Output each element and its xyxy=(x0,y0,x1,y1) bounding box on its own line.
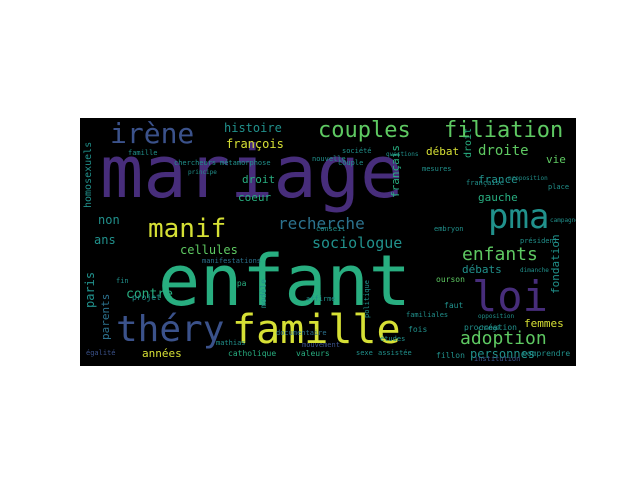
word-principe: principe xyxy=(188,169,217,176)
word-couples: couples xyxy=(318,118,411,143)
word-questions: questions xyxy=(386,151,419,158)
word-mariage: mariage xyxy=(100,130,404,214)
word-droit: droit xyxy=(242,173,276,186)
word-pma: pma xyxy=(488,197,550,237)
word-ourson: ourson xyxy=(436,275,465,284)
word-institution: institution xyxy=(474,355,521,363)
word-cloud: mariage enfant famille loi pma théry irè… xyxy=(80,118,576,366)
word-documentaire: documentaire xyxy=(276,329,327,337)
word-egalite: égalité xyxy=(86,349,116,357)
word-place: place xyxy=(548,183,570,191)
word-gauche: gauche xyxy=(478,191,518,204)
word-change: changé xyxy=(478,325,500,332)
word-chercheurs: chercheurs xyxy=(174,159,217,167)
word-contre: contre xyxy=(126,287,173,302)
word-valeurs: valeurs xyxy=(296,349,330,358)
word-droit-2: droit xyxy=(463,127,474,158)
word-enfants: enfants xyxy=(462,244,538,265)
word-paris: paris xyxy=(83,271,97,308)
word-debats: débats xyxy=(462,263,502,276)
word-histoire: histoire xyxy=(224,121,282,135)
word-ans: ans xyxy=(94,233,116,247)
word-mouvement: mouvement xyxy=(302,341,340,349)
word-nouvelle: nouvelle xyxy=(312,155,346,163)
word-france: france xyxy=(478,173,518,186)
word-enfant: enfant xyxy=(158,240,411,322)
word-non: non xyxy=(98,213,120,227)
word-campagne: campagne xyxy=(550,217,576,224)
word-gpa: gpa xyxy=(232,279,247,288)
word-adoption: adoption xyxy=(460,328,547,349)
word-fin: fin xyxy=(116,277,129,285)
word-manif: manif xyxy=(148,214,227,244)
word-francaise: française xyxy=(466,179,504,187)
word-mathias: mathias xyxy=(216,339,246,347)
word-personnes: personnes xyxy=(470,347,536,361)
word-procreation: procréation xyxy=(464,323,517,332)
word-filiation: filiation xyxy=(444,118,564,143)
word-manifestations: manifestations xyxy=(202,257,262,265)
word-parents: parents xyxy=(99,293,112,340)
word-francois: françois xyxy=(226,137,284,151)
word-comprendre: comprendre xyxy=(522,349,571,358)
word-cellules: cellules xyxy=(180,243,238,257)
word-droite: droite xyxy=(478,143,529,159)
word-femmes: femmes xyxy=(524,317,564,330)
word-projet: projet xyxy=(132,293,161,302)
word-debat: débat xyxy=(426,145,460,158)
word-dimanche: dimanche xyxy=(520,267,549,274)
word-homosexuels: homosexuels xyxy=(83,141,94,208)
word-mesures: mesures xyxy=(422,165,452,173)
word-metamorphose: métamorphose xyxy=(220,159,271,167)
word-fois: fois xyxy=(408,325,428,334)
word-thery: théry xyxy=(116,309,225,350)
word-affirme: affirme xyxy=(306,295,336,303)
word-etudes: études xyxy=(380,335,406,343)
word-annees: années xyxy=(142,347,182,360)
word-faut: faut xyxy=(444,301,464,310)
word-irene: irène xyxy=(110,118,195,150)
word-familiales: familiales xyxy=(406,311,449,319)
word-modele: modèle xyxy=(259,279,268,308)
word-societe: société xyxy=(342,147,372,155)
word-coeur: coeur xyxy=(238,191,272,204)
word-couple: couple xyxy=(338,159,364,167)
word-catholique: catholique xyxy=(228,349,277,358)
word-assistee: assistée xyxy=(378,349,412,357)
word-sexe: sexe xyxy=(356,349,373,357)
word-president: président xyxy=(520,237,558,245)
word-famille-2: famille xyxy=(128,149,158,157)
word-famille: famille xyxy=(232,307,401,353)
word-conseil: conseil xyxy=(316,225,346,233)
word-vie: vie xyxy=(546,153,566,166)
word-sociologue: sociologue xyxy=(312,234,403,252)
word-opposition: opposition xyxy=(478,313,515,320)
word-fillon: fillon xyxy=(436,351,465,360)
word-recherche: recherche xyxy=(278,214,365,233)
word-loi: loi xyxy=(472,272,548,321)
word-proposition: proposition xyxy=(508,175,548,182)
word-embryon: embryon xyxy=(434,225,464,233)
word-politique: politique xyxy=(363,280,371,318)
